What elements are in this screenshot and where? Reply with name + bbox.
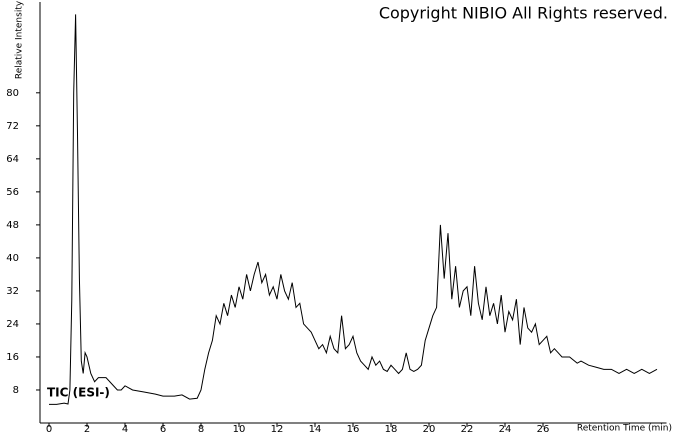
y-tick-label: 16 <box>6 352 19 363</box>
x-tick-label: 4 <box>122 424 128 434</box>
y-tick-label: 24 <box>6 319 19 330</box>
y-tick-label: 56 <box>6 187 19 198</box>
y-tick-label: 8 <box>13 385 19 396</box>
x-tick-label: 20 <box>423 424 436 434</box>
x-tick-label: 24 <box>499 424 512 434</box>
x-tick-label: 16 <box>347 424 360 434</box>
y-tick-label: 80 <box>6 88 19 99</box>
y-tick-label: 48 <box>6 220 19 231</box>
x-tick-label: 14 <box>309 424 322 434</box>
x-tick-label: 6 <box>160 424 166 434</box>
copyright: Copyright NIBIO All Rights reserved. <box>379 4 668 23</box>
y-axis-label: Relative Intensity <box>15 0 25 79</box>
x-tick-label: 12 <box>271 424 284 434</box>
y-tick-label: 32 <box>6 286 19 297</box>
y-tick-label: 72 <box>6 121 19 132</box>
trace-line <box>49 14 658 405</box>
x-tick-label: 8 <box>198 424 204 434</box>
x-tick-label: 2 <box>84 424 90 434</box>
y-tick-label: 40 <box>6 253 19 264</box>
x-axis-label: Retention Time (min) <box>577 424 672 434</box>
x-tick-label: 22 <box>461 424 474 434</box>
y-tick-label: 64 <box>6 154 19 165</box>
trace-label: TIC (ESI-) <box>47 386 110 400</box>
x-tick-label: 10 <box>233 424 246 434</box>
x-tick-label: 26 <box>537 424 550 434</box>
x-tick-label: 18 <box>385 424 398 434</box>
x-tick-label: 0 <box>46 424 52 434</box>
